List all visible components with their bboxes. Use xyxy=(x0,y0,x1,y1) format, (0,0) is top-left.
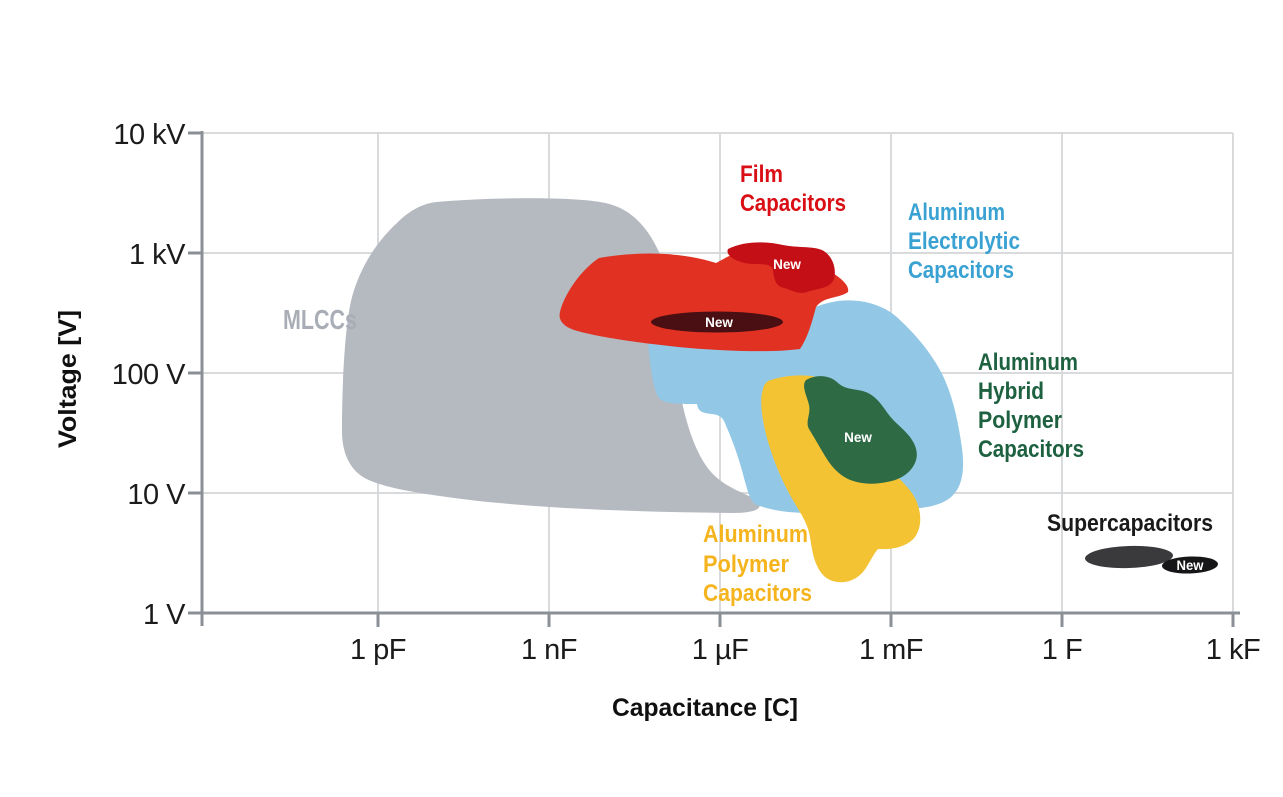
region-aluminum-hybrid-polymer xyxy=(804,376,917,484)
region-supercapacitors-new xyxy=(1162,556,1218,574)
svg-text:Aluminum: Aluminum xyxy=(908,199,1005,226)
x-tick-label-1f: 1 F xyxy=(1042,634,1082,666)
x-axis-title: Capacitance [C] xyxy=(612,694,798,722)
y-tick-label-10v: 10 V xyxy=(127,479,186,511)
svg-text:Capacitors: Capacitors xyxy=(740,190,846,217)
label-supercapacitors: Supercapacitors xyxy=(1047,510,1213,537)
region-aluminum-polymer xyxy=(761,375,921,583)
region-film-new-ellipse xyxy=(651,311,783,333)
svg-text:Polymer: Polymer xyxy=(703,551,789,578)
svg-text:Polymer: Polymer xyxy=(978,407,1062,434)
region-film-new xyxy=(727,242,835,293)
y-tick-label-1kv: 1 kV xyxy=(129,239,186,271)
x-tick-label-1nf: 1 nF xyxy=(521,634,577,666)
label-mlcc: MLCCs xyxy=(283,304,357,335)
label-aluminum-electrolytic: Aluminum Electrolytic Capacitors xyxy=(908,199,1020,284)
x-tick-label-1mf: 1 mF xyxy=(859,634,923,666)
svg-text:Aluminum: Aluminum xyxy=(703,521,808,548)
x-tick-label-1uf: 1 µF xyxy=(692,634,749,666)
hybrid-new-badge: New xyxy=(844,430,872,445)
y-axis-title: Voltage [V] xyxy=(54,310,82,448)
svg-text:Capacitors: Capacitors xyxy=(703,580,812,607)
label-film: Film Capacitors xyxy=(740,161,846,217)
svg-text:Film: Film xyxy=(740,161,783,188)
svg-text:Hybrid: Hybrid xyxy=(978,378,1044,405)
x-tick-labels: 1 pF 1 nF 1 µF 1 mF 1 F 1 kF xyxy=(350,634,1261,666)
svg-text:Capacitors: Capacitors xyxy=(978,436,1084,463)
supercap-new-badge: New xyxy=(1177,558,1204,573)
y-tick-label-10kv: 10 kV xyxy=(113,119,186,151)
label-aluminum-polymer: Aluminum Polymer Capacitors xyxy=(703,521,812,607)
svg-text:Electrolytic: Electrolytic xyxy=(908,228,1020,255)
y-tick-label-1v: 1 V xyxy=(143,599,186,631)
film-ellipse-new-badge: New xyxy=(705,315,733,330)
region-supercapacitors xyxy=(1085,545,1173,569)
x-tick-label-1kf: 1 kF xyxy=(1206,634,1260,666)
x-tick-label-1pf: 1 pF xyxy=(350,634,406,666)
svg-text:Aluminum: Aluminum xyxy=(978,349,1078,376)
y-tick-labels: 10 kV 1 kV 100 V 10 V 1 V xyxy=(112,119,187,631)
region-blobs: New New New New xyxy=(342,198,1218,583)
film-new-badge: New xyxy=(773,257,801,272)
region-labels: MLCCs Film Capacitors Aluminum Electroly… xyxy=(283,161,1213,607)
axes xyxy=(188,131,1240,627)
svg-text:Capacitors: Capacitors xyxy=(908,257,1014,284)
y-tick-label-100v: 100 V xyxy=(112,359,186,391)
label-aluminum-hybrid-polymer: Aluminum Hybrid Polymer Capacitors xyxy=(978,349,1084,463)
